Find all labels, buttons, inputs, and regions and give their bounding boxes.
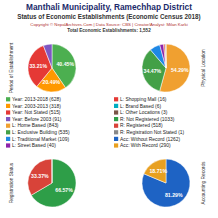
chart-root: Manthali Municipality, Ramechhap Distric… (0, 0, 218, 218)
legend-label: L: Brand Based (6) (120, 104, 161, 109)
data-label: 81.29% (165, 192, 183, 198)
data-label: 33.21% (29, 63, 47, 69)
legend-swatch (114, 97, 118, 101)
legend-swatch (114, 130, 118, 134)
credit: Copyright © NepalArchives.Com | Data Sou… (30, 22, 187, 27)
legend-label: Year: Not Stated (515) (12, 110, 61, 115)
legend-swatch (6, 124, 10, 128)
legend-swatch (114, 143, 118, 147)
title: Manthali Municipality, Ramechhap Distric… (26, 2, 192, 12)
legend-label: R: Registered (518) (120, 123, 163, 128)
legend-label: L: Traditional Market (109) (12, 137, 69, 142)
legend-swatch (6, 110, 10, 114)
pie-title: Accounting Records (201, 161, 206, 205)
data-label: 20.49% (43, 79, 61, 85)
legend-label: L: Exclusive Building (535) (12, 130, 70, 135)
data-label: 40.45% (56, 61, 74, 67)
pie-slice (150, 45, 166, 68)
data-label: 33.37% (31, 173, 49, 179)
legend-label: L: Other Locations (3) (120, 110, 168, 115)
legend-swatch (114, 124, 118, 128)
legend-label: Acc: Without Record (1262) (120, 137, 180, 142)
data-label: 18.71% (149, 168, 167, 174)
pie: 81.29% 18.71% (142, 159, 190, 207)
legend-swatch (6, 97, 10, 101)
legend-swatch (114, 104, 118, 108)
pie: 54.29% 34.47% (142, 44, 190, 92)
legend-swatch (6, 104, 10, 108)
legend-label: R: Registration Not Stated (1) (120, 130, 185, 135)
legend-swatch (6, 117, 10, 121)
legend-swatch (6, 143, 10, 147)
legend-swatch (114, 110, 118, 114)
legend-label: L: Shopping Mall (16) (120, 97, 167, 102)
subtitle: Status of Economic Establishments (Econo… (17, 13, 200, 21)
legend-label: Year: 2013-2018 (628) (12, 97, 61, 102)
legend-swatch (114, 137, 118, 141)
pie: 66.57% 33.37% (28, 159, 76, 207)
legend-swatch (6, 130, 10, 134)
legend-swatch (6, 137, 10, 141)
legend-label: R: Not Registered (1033) (120, 117, 175, 122)
pie-slice (165, 44, 166, 68)
legend: Year: 2013-2018 (628) Year: 2003-2013 (31… (6, 97, 185, 148)
data-label: 66.57% (55, 187, 73, 193)
pie-title: Registration Status (9, 162, 14, 203)
pie-slice (28, 159, 52, 195)
pie-slice (142, 159, 190, 207)
pie-slice (165, 44, 167, 68)
legend-label: L: Home Based (843) (12, 123, 59, 128)
pie: 40.45% 20.49% 33.21% (28, 44, 76, 92)
total: Total Economic Establishments: 1,552 (67, 28, 151, 33)
pie-title: Physical Location (201, 49, 206, 87)
pie-title: Period of Establishment (9, 42, 14, 93)
legend-label: Year: Before 2003 (91) (12, 117, 62, 122)
legend-swatch (114, 117, 118, 121)
data-label: 54.29% (171, 67, 189, 73)
pie-slice (51, 159, 52, 183)
legend-label: Acc: With Record (290) (120, 143, 171, 148)
data-label: 34.47% (144, 68, 162, 74)
pie-slice (164, 44, 166, 68)
legend-label: L: Street Based (40) (12, 143, 56, 148)
legend-label: Year: 2003-2013 (318) (12, 104, 61, 109)
pie-slice (160, 44, 166, 68)
